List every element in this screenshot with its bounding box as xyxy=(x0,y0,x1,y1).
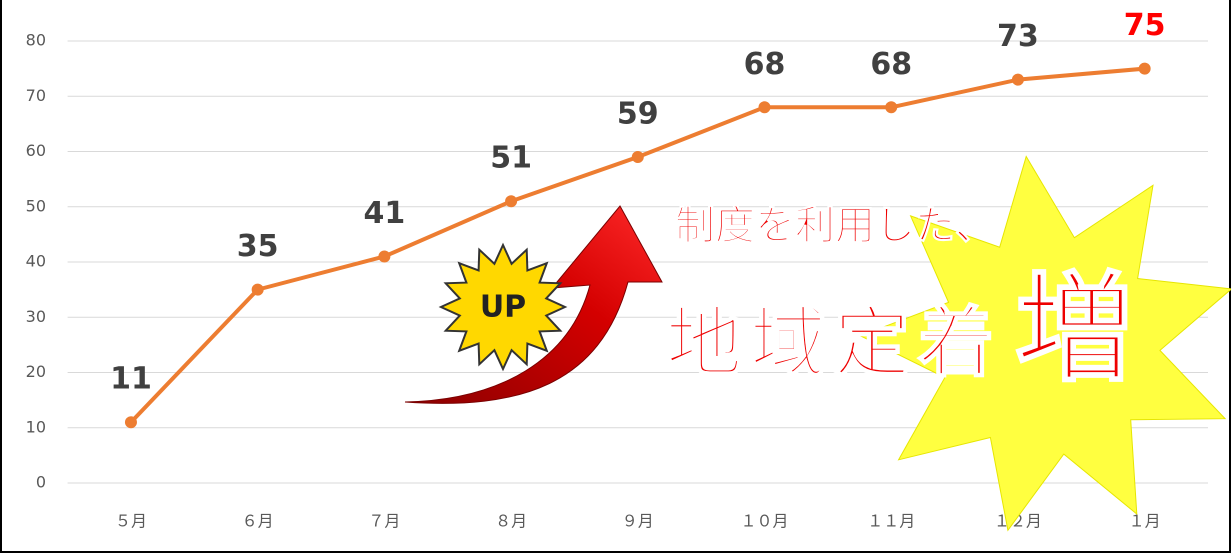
x-tick-label: ５月 xyxy=(115,512,147,531)
x-tick-label: １月 xyxy=(1129,512,1161,531)
x-tick-label: ８月 xyxy=(495,512,527,531)
data-label: 41 xyxy=(364,196,406,231)
y-tick-label: 10 xyxy=(26,417,46,436)
headline: 地域定着 xyxy=(666,298,1002,387)
data-label: 51 xyxy=(490,141,532,176)
data-label: 35 xyxy=(237,229,279,264)
y-tick-label: 20 xyxy=(26,362,46,381)
data-label: 68 xyxy=(744,47,786,82)
x-tick-label: １０月 xyxy=(741,512,789,531)
badge-text: UP xyxy=(480,290,526,325)
marker xyxy=(1012,74,1024,86)
data-label: 68 xyxy=(870,47,912,82)
x-tick-label: ９月 xyxy=(622,512,654,531)
y-tick-label: 40 xyxy=(26,252,46,271)
y-tick-label: 0 xyxy=(36,473,46,492)
headline-emphasis: 増 xyxy=(1015,260,1133,398)
y-tick-label: 60 xyxy=(26,141,46,160)
y-tick-label: 30 xyxy=(26,307,46,326)
y-tick-label: 70 xyxy=(26,86,46,105)
marker xyxy=(885,101,897,113)
x-tick-label: １１月 xyxy=(867,512,915,531)
marker xyxy=(505,195,517,207)
marker xyxy=(125,416,137,428)
y-tick-label: 50 xyxy=(26,196,46,215)
marker xyxy=(1139,63,1151,75)
marker xyxy=(378,250,390,262)
marker xyxy=(759,101,771,113)
y-tick-label: 80 xyxy=(26,31,46,50)
page: {"chart_data": {"type": "line", "categor… xyxy=(0,0,1231,554)
data-label: 11 xyxy=(110,362,152,397)
chart: 01020304050607080５月６月７月８月９月１０月１１月１２月１月 U… xyxy=(0,0,1231,554)
marker xyxy=(252,284,264,296)
data-label: 59 xyxy=(617,97,659,132)
data-label: 75 xyxy=(1124,8,1166,43)
x-tick-label: ７月 xyxy=(368,512,400,531)
data-label: 73 xyxy=(997,19,1039,54)
marker xyxy=(632,151,644,163)
caption: 制度を利用した、 xyxy=(675,203,995,249)
x-tick-label: ６月 xyxy=(242,512,274,531)
